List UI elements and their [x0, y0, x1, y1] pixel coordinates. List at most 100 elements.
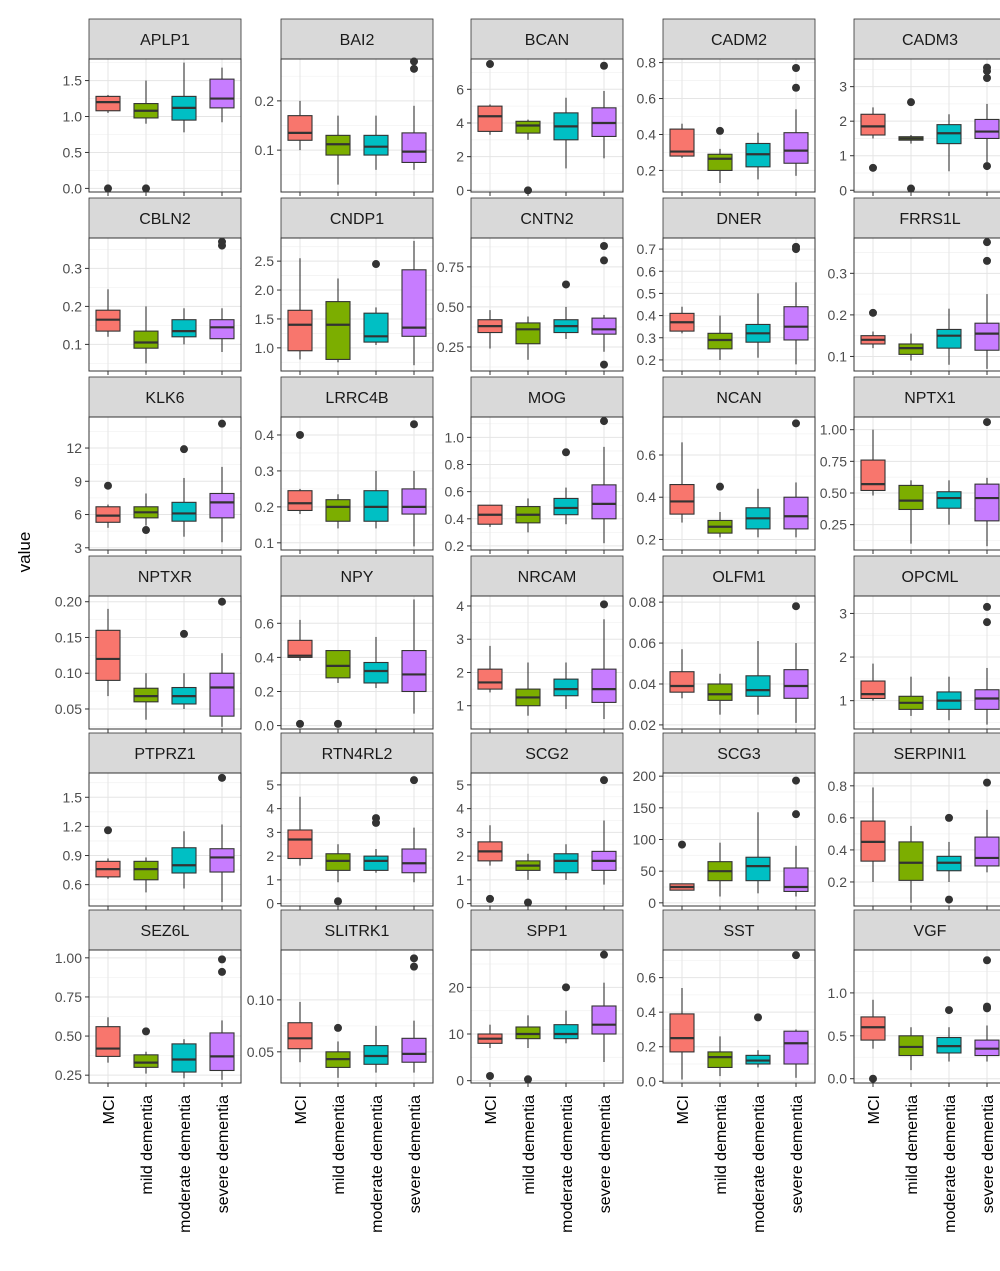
- y-tick-label: 2.5: [255, 253, 275, 269]
- outlier-point: [104, 826, 112, 835]
- y-tick-label: 20: [448, 979, 464, 995]
- outlier-point: [410, 64, 418, 73]
- facet-strip: [853, 555, 1000, 597]
- plot-area: [663, 596, 815, 729]
- facet-strip: [662, 909, 816, 951]
- facet-title: NRCAM: [518, 569, 577, 586]
- y-tick-label: 1.0: [828, 985, 848, 1001]
- outlier-point: [869, 308, 877, 317]
- outlier-point: [600, 360, 608, 369]
- box-severe-dementia: [209, 848, 235, 873]
- y-tick-label: 0.10: [247, 992, 274, 1008]
- y-tick-label: 150: [633, 800, 657, 816]
- y-tick-label: 2: [456, 664, 464, 680]
- panel-spp1: SPP1 0 10 20 MCI mild dementia moderate dement…: [448, 909, 624, 1233]
- box-mild-dementia: [515, 1026, 541, 1040]
- y-tick-label: 0.10: [55, 665, 82, 681]
- y-tick-label: 0.2: [828, 307, 848, 323]
- box-moderate-dementia: [936, 328, 962, 349]
- outlier-point: [983, 618, 991, 627]
- box-mci: [287, 639, 313, 658]
- facet-strip: [88, 18, 242, 60]
- box-mci: [477, 668, 503, 690]
- facet-title: CADM2: [711, 32, 767, 49]
- panel-klk6: KLK6 3 6 9 12: [66, 376, 242, 556]
- facet-title: NCAN: [716, 390, 761, 407]
- panel-aplp1: APLP1 0.0 0.5 1.0 1.5: [63, 18, 242, 196]
- box-moderate-dementia: [553, 853, 579, 874]
- outlier-point: [218, 773, 226, 782]
- box-mci: [860, 1016, 886, 1041]
- box-severe-dementia: [783, 1030, 809, 1065]
- box-mild-dementia: [133, 330, 159, 349]
- box-mci: [669, 1013, 695, 1053]
- y-axis-label: value: [15, 532, 34, 573]
- x-tick-label: MCI: [675, 1095, 692, 1124]
- box-moderate-dementia: [363, 661, 389, 684]
- outlier-point: [218, 237, 226, 246]
- panel-sst: SST 0.0 0.2 0.4 0.6 MCI mild dementia moderate …: [637, 909, 816, 1233]
- box-severe-dementia: [783, 496, 809, 530]
- y-tick-label: 0.8: [637, 55, 657, 71]
- y-tick-label: 0.6: [445, 484, 465, 500]
- plot-area: [471, 238, 623, 371]
- outlier-point: [524, 1075, 532, 1084]
- y-tick-label: 3: [456, 631, 464, 647]
- y-tick-label: 0.2: [637, 531, 657, 547]
- y-tick-label: 0.1: [255, 535, 275, 551]
- y-tick-label: 0.1: [255, 142, 275, 158]
- y-tick-label: 0.6: [637, 447, 657, 463]
- facet-title: NPTXR: [138, 569, 192, 586]
- y-tick-label: 2.0: [255, 282, 275, 298]
- facet-title: OLFM1: [712, 569, 765, 586]
- panel-scg3: SCG3 0 50 100 150 200: [633, 732, 816, 911]
- y-tick-label: 5: [266, 777, 274, 793]
- facet-title: CNTN2: [520, 211, 573, 228]
- box-severe-dementia: [591, 1005, 617, 1035]
- outlier-point: [600, 61, 608, 70]
- facet-title: CBLN2: [139, 211, 191, 228]
- x-tick-label: severe dementia: [215, 1095, 232, 1213]
- y-tick-label: 0.5: [637, 285, 657, 301]
- outlier-point: [678, 840, 686, 849]
- x-tick-label: moderate dementia: [751, 1095, 768, 1233]
- y-tick-label: 0.04: [629, 676, 656, 692]
- box-moderate-dementia: [553, 497, 579, 516]
- outlier-point: [218, 955, 226, 964]
- y-tick-label: 0.3: [637, 330, 657, 346]
- y-tick-label: 0.6: [255, 615, 275, 631]
- box-mci: [669, 671, 695, 693]
- y-tick-label: 0.6: [828, 810, 848, 826]
- box-mild-dementia: [325, 650, 351, 679]
- outlier-point: [180, 629, 188, 638]
- outlier-point: [334, 719, 342, 728]
- y-tick-label: 0.8: [828, 778, 848, 794]
- box-severe-dementia: [209, 78, 235, 109]
- facet-title: SLITRK1: [325, 923, 390, 940]
- outlier-point: [983, 63, 991, 72]
- box-moderate-dementia: [171, 319, 197, 338]
- y-tick-label: 1.0: [255, 340, 275, 356]
- panel-ptprz1: PTPRZ1 0.6 0.9 1.2 1.5: [63, 732, 242, 910]
- box-severe-dementia: [401, 269, 427, 337]
- panel-border: [470, 58, 624, 193]
- y-tick-label: 0.02: [629, 717, 656, 733]
- panel-ncan: NCAN 0.2 0.4 0.6: [637, 376, 816, 554]
- facet-strip: [662, 555, 816, 597]
- y-tick-label: 0.2: [828, 874, 848, 890]
- outlier-point: [142, 1027, 150, 1036]
- panel-serpini1: SERPINI1 0.2 0.4 0.6 0.8: [828, 732, 1000, 910]
- y-tick-label: 0.06: [629, 635, 656, 651]
- panel-sez6l: SEZ6L 0.25 0.50 0.75 1.00 MCI mild dementia mod…: [55, 909, 242, 1233]
- box-moderate-dementia: [936, 491, 962, 509]
- panel-border: [662, 237, 816, 372]
- y-tick-label: 1.5: [63, 73, 83, 89]
- box-severe-dementia: [401, 132, 427, 163]
- outlier-point: [600, 950, 608, 959]
- panel-border: [280, 416, 434, 551]
- outlier-point: [983, 956, 991, 965]
- y-tick-label: 3: [266, 824, 274, 840]
- panel-vgf: VGF 0.0 0.5 1.0 MCI mild dementia moderate dem…: [828, 909, 1000, 1233]
- facet-title: BCAN: [525, 32, 569, 49]
